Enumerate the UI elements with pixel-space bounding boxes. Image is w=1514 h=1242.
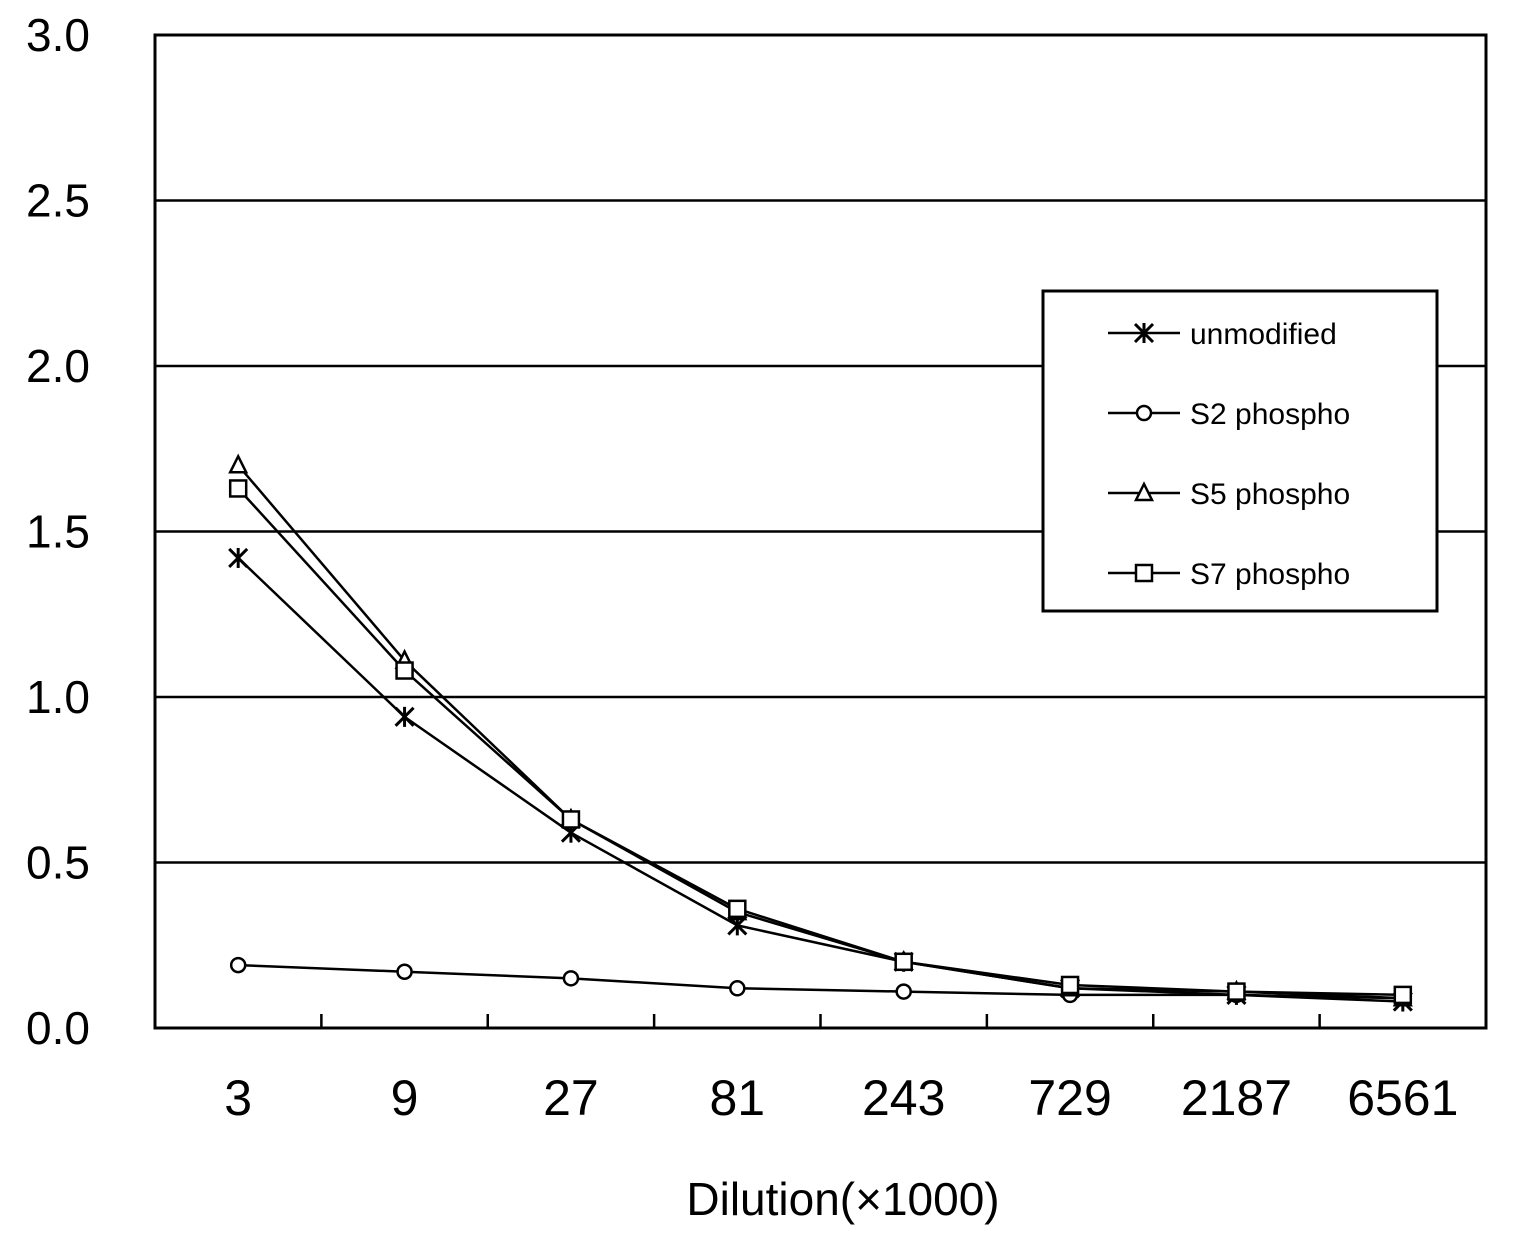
data-point xyxy=(395,661,414,680)
series-line xyxy=(237,487,1403,997)
legend-item: S5 phospho xyxy=(1108,478,1350,511)
x-tick-label: 6561 xyxy=(1347,1070,1458,1126)
data-point xyxy=(394,706,415,727)
y-tick-label: 2.5 xyxy=(26,175,90,227)
series-s7-phospho xyxy=(228,479,1413,1005)
data-point xyxy=(1393,985,1413,1005)
y-axis: 0.0 0.5 1.0 1.5 2.0 2.5 3.0 xyxy=(26,9,90,1054)
legend-item: S2 phospho xyxy=(1108,398,1350,431)
legend-label: S2 phospho xyxy=(1190,398,1350,431)
data-point xyxy=(728,899,747,919)
series-line xyxy=(238,963,1403,1000)
legend-marker xyxy=(1133,481,1155,502)
x-tick-label: 2187 xyxy=(1181,1070,1292,1126)
y-tick-label: 0.5 xyxy=(26,837,90,889)
data-point xyxy=(229,956,247,974)
x-axis: 3 9 27 81 243 729 2187 6561 xyxy=(224,1014,1458,1126)
x-tick-label: 3 xyxy=(224,1070,252,1126)
legend-label: S5 phospho xyxy=(1190,478,1350,511)
series-layer xyxy=(228,453,1413,1012)
data-point xyxy=(228,453,249,474)
legend: unmodified S2 phospho S5 phospho S7 phospho xyxy=(1041,289,1439,613)
legend-label: S7 phospho xyxy=(1190,558,1350,591)
y-tick-label: 1.5 xyxy=(26,506,90,558)
legend-marker xyxy=(1134,563,1154,583)
data-point xyxy=(228,547,249,569)
data-point xyxy=(895,983,912,1000)
x-tick-label: 729 xyxy=(1028,1070,1111,1126)
data-point xyxy=(1060,975,1080,995)
data-point xyxy=(396,963,413,980)
data-point xyxy=(228,479,248,498)
data-point xyxy=(729,980,746,997)
y-tick-label: 0.0 xyxy=(26,1002,90,1054)
legend-marker xyxy=(1133,322,1155,344)
legend-item: S7 phospho xyxy=(1108,558,1350,591)
x-tick-label: 243 xyxy=(862,1070,945,1126)
y-tick-label: 3.0 xyxy=(26,9,90,61)
data-point xyxy=(561,810,581,829)
legend-label: unmodified xyxy=(1190,318,1337,351)
legend-marker xyxy=(1135,404,1153,422)
x-axis-label: Dilution(×1000) xyxy=(686,1173,999,1225)
x-tick-label: 27 xyxy=(543,1070,599,1126)
x-tick-label: 9 xyxy=(391,1070,419,1126)
data-point xyxy=(1227,982,1246,1001)
legend-box xyxy=(1041,289,1439,613)
y-tick-label: 1.0 xyxy=(26,671,90,723)
data-point xyxy=(562,970,580,987)
data-point xyxy=(894,952,913,972)
y-tick-label: 2.0 xyxy=(26,340,90,392)
legend-item: unmodified xyxy=(1108,318,1337,351)
x-tick-label: 81 xyxy=(710,1070,766,1126)
series-unmodified xyxy=(228,547,1413,1012)
